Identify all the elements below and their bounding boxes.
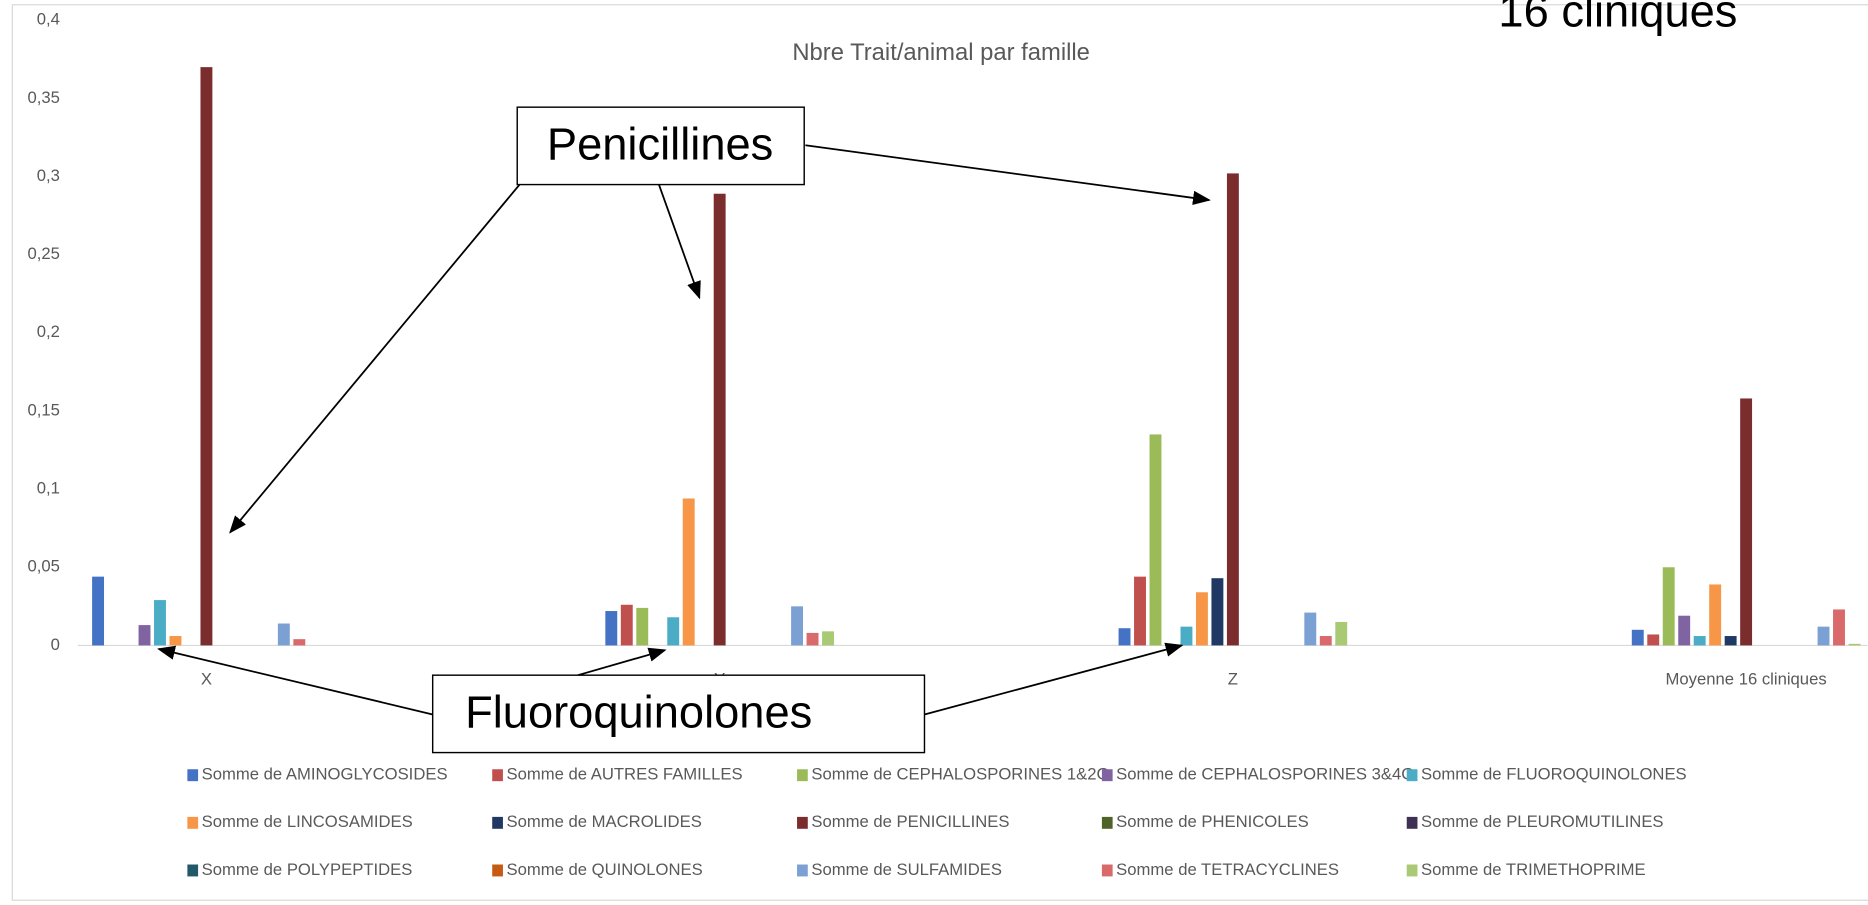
y-tick-label: 0,3 — [37, 166, 60, 185]
bar — [1335, 621, 1348, 646]
bar — [1134, 576, 1146, 646]
legend-swatch — [1101, 864, 1113, 877]
y-tick-label: 0,35 — [28, 88, 60, 107]
y-tick-label: 0,1 — [37, 479, 60, 498]
legend-swatch — [1101, 769, 1113, 782]
bar — [1693, 636, 1706, 646]
bar — [1149, 434, 1162, 646]
arrow — [805, 144, 1211, 205]
bar — [169, 636, 182, 646]
legend-label: Somme de AUTRES FAMILLES — [507, 765, 743, 784]
chart-title: Nbre Trait/animal par famille — [792, 39, 1090, 66]
x-tick-label: Z — [1228, 669, 1238, 688]
bar — [1195, 592, 1208, 646]
bar — [1304, 612, 1317, 646]
legend-label: Somme de PHENICOLES — [1116, 812, 1309, 831]
bar — [92, 576, 105, 646]
legend-swatch — [187, 864, 199, 877]
legend-swatch — [187, 769, 199, 782]
bar — [1848, 643, 1861, 646]
annotation: 16 cliniques — [1498, 0, 1737, 36]
legend-swatch — [492, 864, 503, 877]
annotation: Penicillines — [547, 119, 773, 170]
y-tick-label: 0,25 — [28, 244, 60, 263]
chart-frame — [11, 4, 1868, 901]
y-tick-label: 0 — [51, 635, 60, 654]
legend-swatch — [797, 816, 808, 829]
bar — [1226, 173, 1239, 646]
legend-label: Somme de CEPHALOSPORINES 1&2G — [811, 765, 1109, 784]
legend-swatch — [492, 769, 503, 782]
plot: 00,050,10,150,20,250,30,350,4XYZMoyenne … — [28, 10, 1868, 879]
bar — [682, 498, 695, 646]
bar — [791, 606, 804, 646]
legend-label: Somme de TETRACYCLINES — [1116, 860, 1339, 879]
bar — [636, 607, 649, 646]
y-tick-label: 0,4 — [37, 10, 60, 29]
legend-label: Somme de SULFAMIDES — [811, 860, 1002, 879]
bar — [667, 617, 680, 646]
legend-label: Somme de TRIMETHOPRIME — [1421, 860, 1646, 879]
arrow — [924, 642, 1184, 716]
bar — [713, 193, 726, 646]
legend-label: Somme de QUINOLONES — [507, 860, 703, 879]
x-tick-label: X — [201, 669, 212, 688]
annotation-box — [431, 674, 926, 754]
legend-swatch — [797, 864, 808, 877]
legend-label: Somme de MACROLIDES — [507, 812, 702, 831]
bar — [293, 639, 306, 646]
arrow — [658, 184, 701, 300]
legend-label: Somme de PLEUROMUTILINES — [1421, 812, 1664, 831]
bar — [277, 623, 290, 646]
arrow — [157, 645, 433, 716]
bar — [1211, 578, 1224, 646]
y-tick-label: 0,15 — [28, 400, 60, 419]
legend-label: Somme de FLUOROQUINOLONES — [1421, 765, 1687, 784]
bar — [1662, 567, 1675, 646]
legend-swatch — [1101, 816, 1113, 829]
bar — [620, 604, 633, 646]
bar — [1678, 615, 1691, 646]
bar — [1319, 636, 1332, 646]
legend-label: Somme de AMINOGLYCOSIDES — [202, 765, 448, 784]
bar — [1631, 629, 1644, 646]
legend-label: Somme de LINCOSAMIDES — [202, 812, 413, 831]
arrow — [569, 647, 667, 679]
bar — [1180, 626, 1193, 646]
bar — [1118, 628, 1131, 646]
bar — [1833, 609, 1845, 646]
bar — [1817, 626, 1830, 646]
legend-swatch — [187, 816, 199, 829]
y-tick-label: 0,05 — [28, 557, 60, 576]
bar — [806, 632, 819, 646]
bar — [200, 67, 213, 646]
legend-label: Somme de POLYPEPTIDES — [202, 860, 413, 879]
x-tick-label: Moyenne 16 cliniques — [1666, 669, 1827, 688]
legend-swatch — [492, 816, 503, 829]
bar — [138, 625, 151, 646]
legend-swatch — [1406, 816, 1418, 829]
annotations: Penicillines Fluoroquinolones 16 cliniqu… — [157, 0, 1737, 754]
bar — [1724, 636, 1737, 646]
bar — [1647, 634, 1660, 646]
annotation-box — [516, 106, 805, 186]
bar — [822, 631, 834, 646]
legend-label: Somme de PENICILLINES — [811, 812, 1009, 831]
bar — [154, 600, 166, 646]
bar — [1709, 584, 1722, 646]
y-tick-label: 0,2 — [37, 322, 60, 341]
legend-swatch — [797, 769, 808, 782]
bar — [605, 611, 618, 646]
arrow — [229, 184, 521, 534]
annotation: Fluoroquinolones — [465, 687, 812, 738]
bar — [1740, 398, 1753, 646]
legend-label: Somme de CEPHALOSPORINES 3&4G — [1116, 765, 1414, 784]
legend-swatch — [1406, 769, 1418, 782]
legend-swatch — [1406, 864, 1418, 877]
